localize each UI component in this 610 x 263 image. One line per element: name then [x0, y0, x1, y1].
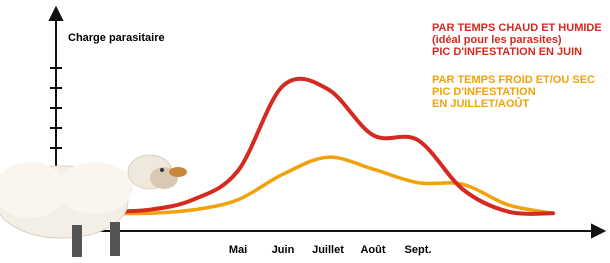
- x-tick-label: Sept.: [405, 244, 432, 256]
- annotation: EN JUILLET/AOÛT: [432, 97, 529, 110]
- x-tick-label: Juin: [272, 244, 295, 256]
- sheep: [0, 155, 187, 257]
- x-tick-label: Mai: [229, 244, 247, 256]
- annotation: PIC D'INFESTATION: [432, 86, 536, 98]
- legend-entry: PAR TEMPS FROID ET/OU SEC: [432, 74, 595, 86]
- y-axis-label: Charge parasitaire: [68, 32, 165, 44]
- x-tick-label: Août: [360, 244, 385, 256]
- chart: Charge parasitaire PAR TEMPS CHAUD ET HU…: [0, 0, 610, 263]
- annotation: PIC D'INFESTATION EN JUIN: [432, 46, 582, 58]
- legend: PAR TEMPS CHAUD ET HUMIDE(idéal pour les…: [432, 22, 602, 110]
- annotation: (idéal pour les parasites): [432, 34, 562, 46]
- legend-entry: PAR TEMPS CHAUD ET HUMIDE: [432, 22, 602, 34]
- x-tick-label: Juillet: [312, 244, 344, 256]
